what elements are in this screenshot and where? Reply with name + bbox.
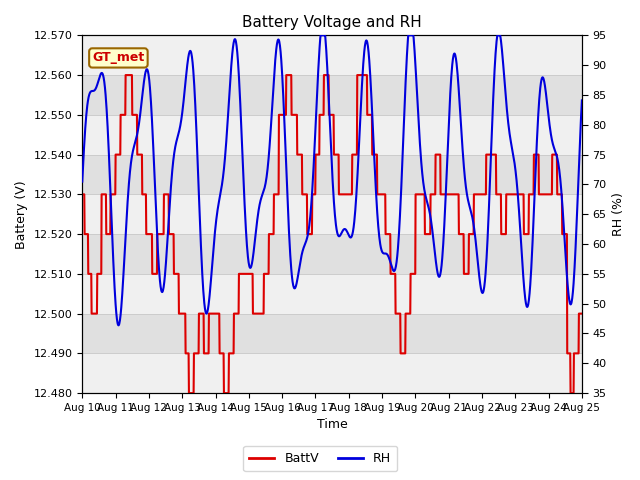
Bar xyxy=(83,353,582,393)
Bar xyxy=(83,155,582,194)
Bar xyxy=(83,36,582,75)
Title: Battery Voltage and RH: Battery Voltage and RH xyxy=(242,15,422,30)
Bar xyxy=(83,274,582,313)
Bar xyxy=(83,194,582,234)
X-axis label: Time: Time xyxy=(317,419,348,432)
Bar xyxy=(83,234,582,274)
Legend: BattV, RH: BattV, RH xyxy=(243,446,397,471)
Y-axis label: RH (%): RH (%) xyxy=(612,192,625,236)
Bar xyxy=(83,313,582,353)
Bar xyxy=(83,75,582,115)
Bar xyxy=(83,115,582,155)
Y-axis label: Battery (V): Battery (V) xyxy=(15,180,28,249)
Text: GT_met: GT_met xyxy=(92,51,145,64)
